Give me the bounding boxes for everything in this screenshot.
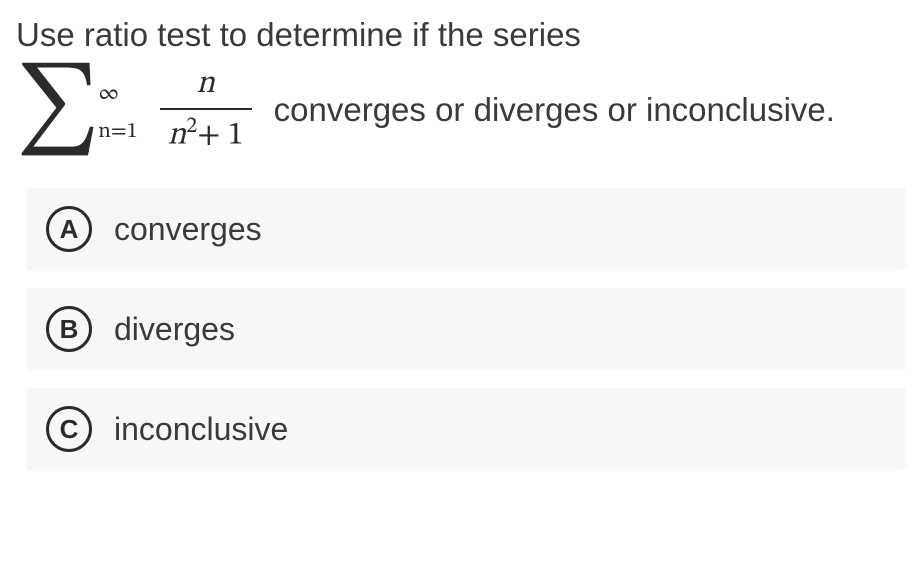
question-tail: converges or diverges or inconclusive. <box>274 91 835 129</box>
denominator-rest: + 1 <box>197 119 243 151</box>
answer-choices: A converges B diverges C inconclusive <box>16 188 904 470</box>
denominator: n2+ 1 <box>168 114 244 155</box>
choice-c[interactable]: C inconclusive <box>26 388 906 470</box>
choice-a-letter: A <box>60 214 79 245</box>
choice-b-text: diverges <box>114 311 235 348</box>
sigma-symbol: ∑ <box>16 65 100 155</box>
choice-a-text: converges <box>114 211 262 248</box>
lower-bound: n=1 <box>98 121 137 143</box>
fraction: n n2+ 1 <box>160 65 252 154</box>
choice-a[interactable]: A converges <box>26 188 906 270</box>
sigma-block: ∑ ∞ n=1 <box>16 60 138 160</box>
upper-bound: ∞ <box>98 83 137 105</box>
choice-b-circle: B <box>46 306 92 352</box>
question-text-line1: Use ratio test to determine if the serie… <box>16 16 904 54</box>
fraction-bar <box>160 108 252 110</box>
question-text-line2: ∑ ∞ n=1 n n2+ 1 converges or diverges or… <box>16 60 904 160</box>
choice-c-text: inconclusive <box>114 411 288 448</box>
sigma-bounds: ∞ n=1 <box>98 77 137 143</box>
denominator-exp: 2 <box>186 116 197 138</box>
choice-a-circle: A <box>46 206 92 252</box>
choice-c-letter: C <box>60 414 79 445</box>
denominator-var: n <box>168 119 186 151</box>
choice-c-circle: C <box>46 406 92 452</box>
series-expression: ∑ ∞ n=1 n n2+ 1 <box>16 60 252 160</box>
choice-b[interactable]: B diverges <box>26 288 906 370</box>
question-page: Use ratio test to determine if the serie… <box>0 0 920 470</box>
choice-b-letter: B <box>60 314 79 345</box>
numerator: n <box>196 65 214 103</box>
